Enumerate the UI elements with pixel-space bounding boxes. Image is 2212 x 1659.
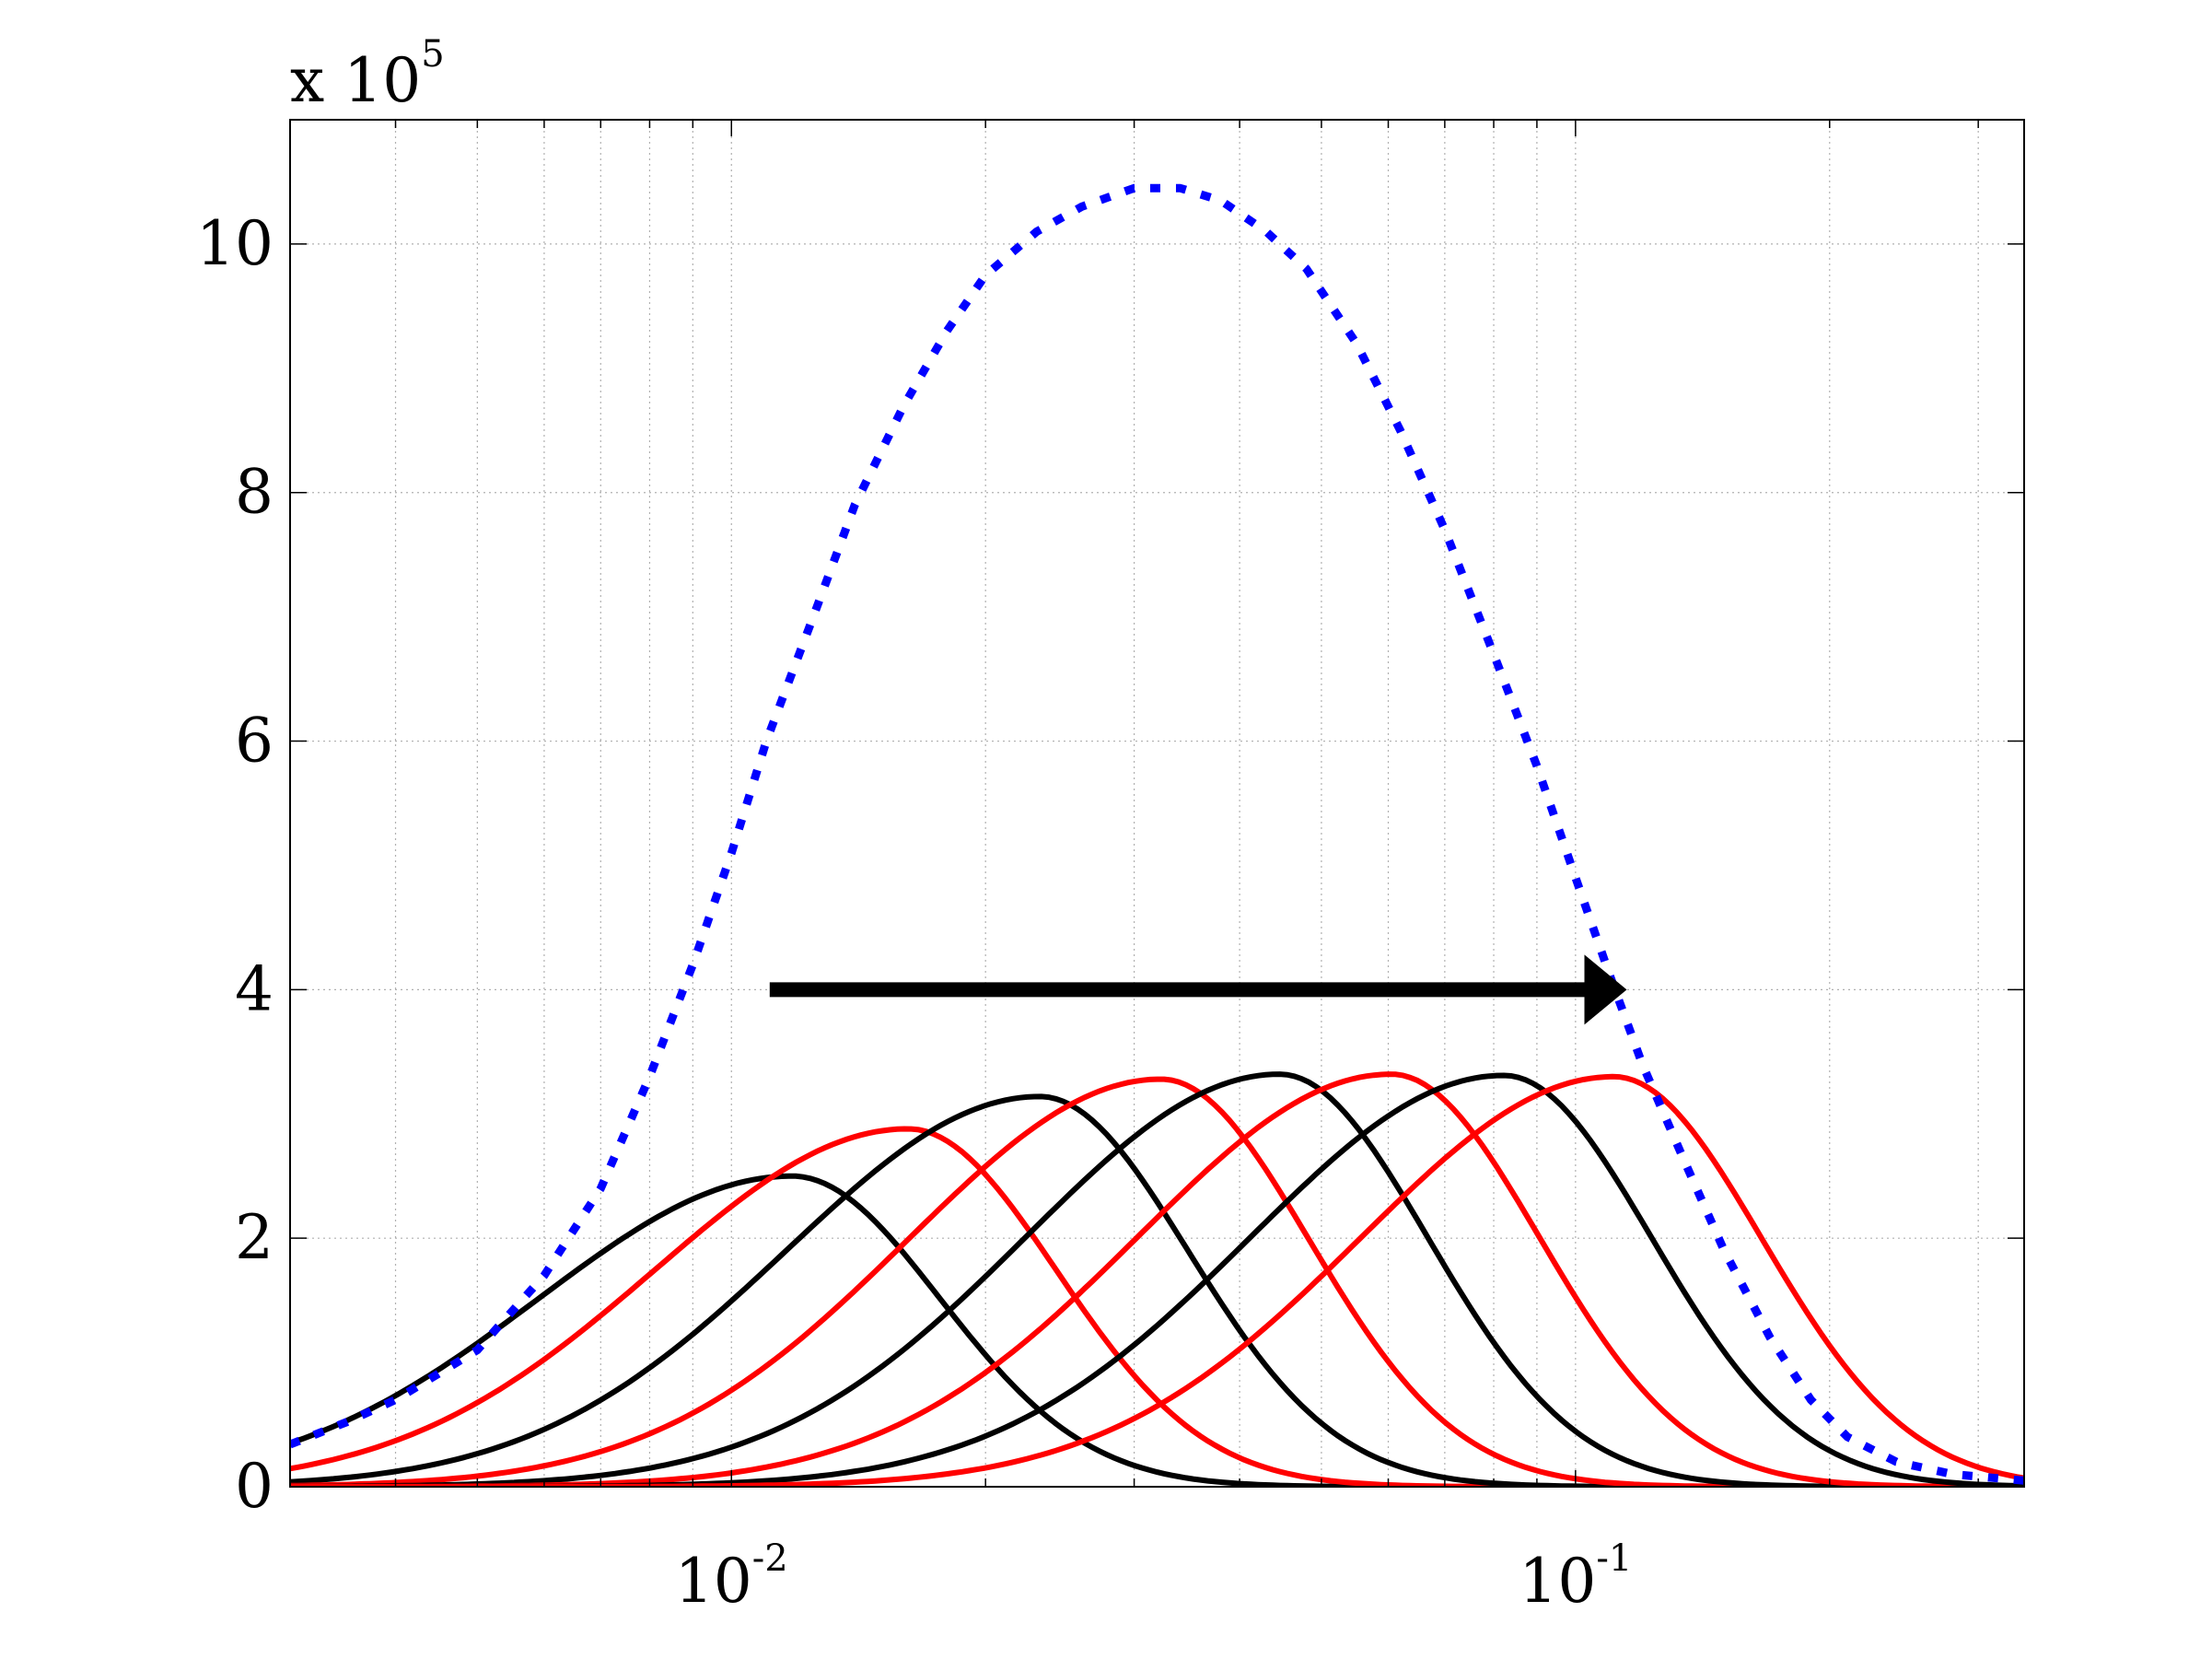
series-line-3 xyxy=(290,1093,2024,1487)
x-tick-base: 10 xyxy=(675,1546,752,1617)
plot-marks xyxy=(290,183,2024,1487)
y-tick-label: 8 xyxy=(235,457,274,528)
ticks xyxy=(289,120,2024,1488)
series-line-1 xyxy=(290,1173,2024,1487)
y-multiplier-base: x 10 xyxy=(290,45,421,116)
x-tick-exponent: -1 xyxy=(1596,1537,1632,1580)
plot-area xyxy=(290,183,2024,1487)
y-tick-label: 6 xyxy=(235,706,274,777)
series-line-5 xyxy=(290,1071,2024,1487)
arrow-head xyxy=(1584,954,1627,1025)
y-multiplier-exponent: 5 xyxy=(421,33,444,76)
x-tick-label: 10-1 xyxy=(1519,1537,1632,1617)
y-tick-label: 4 xyxy=(235,953,274,1024)
y-tick-label: 0 xyxy=(235,1451,274,1522)
y-tick-label: 2 xyxy=(235,1202,274,1273)
x-tick-exponent: -2 xyxy=(752,1537,788,1580)
series-line-2 xyxy=(290,1126,2024,1487)
y-multiplier-label: x 105 xyxy=(290,33,445,116)
axes-box xyxy=(289,119,2025,1488)
y-tick-label: 10 xyxy=(196,208,274,279)
grid xyxy=(289,120,2024,1487)
x-tick-base: 10 xyxy=(1519,1546,1596,1617)
x-tick-label: 10-2 xyxy=(675,1537,788,1617)
